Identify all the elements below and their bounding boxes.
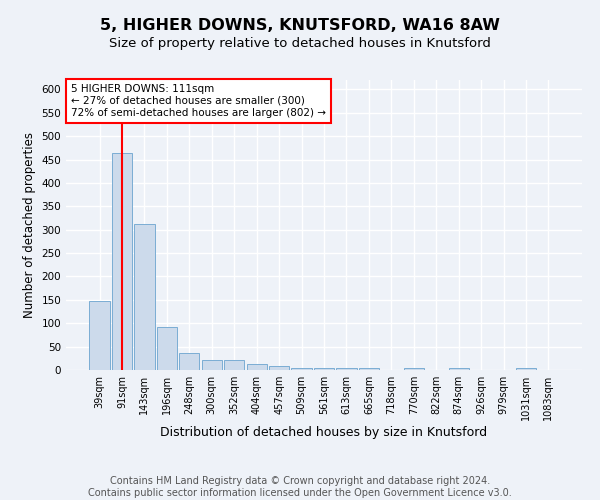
Bar bbox=[179, 352, 199, 370]
Text: Size of property relative to detached houses in Knutsford: Size of property relative to detached ho… bbox=[109, 38, 491, 51]
Bar bbox=[359, 368, 379, 370]
Bar bbox=[516, 368, 536, 370]
Bar bbox=[157, 326, 177, 370]
Bar bbox=[449, 368, 469, 370]
X-axis label: Distribution of detached houses by size in Knutsford: Distribution of detached houses by size … bbox=[160, 426, 488, 438]
Bar bbox=[224, 360, 244, 370]
Bar bbox=[202, 360, 222, 370]
Bar bbox=[89, 301, 110, 370]
Bar bbox=[314, 368, 334, 370]
Bar bbox=[404, 368, 424, 370]
Y-axis label: Number of detached properties: Number of detached properties bbox=[23, 132, 36, 318]
Text: 5 HIGHER DOWNS: 111sqm
← 27% of detached houses are smaller (300)
72% of semi-de: 5 HIGHER DOWNS: 111sqm ← 27% of detached… bbox=[71, 84, 326, 117]
Bar bbox=[337, 368, 356, 370]
Text: 5, HIGHER DOWNS, KNUTSFORD, WA16 8AW: 5, HIGHER DOWNS, KNUTSFORD, WA16 8AW bbox=[100, 18, 500, 32]
Bar bbox=[269, 366, 289, 370]
Bar bbox=[112, 152, 132, 370]
Bar bbox=[247, 364, 267, 370]
Bar bbox=[134, 224, 155, 370]
Bar bbox=[292, 368, 311, 370]
Text: Contains HM Land Registry data © Crown copyright and database right 2024.
Contai: Contains HM Land Registry data © Crown c… bbox=[88, 476, 512, 498]
